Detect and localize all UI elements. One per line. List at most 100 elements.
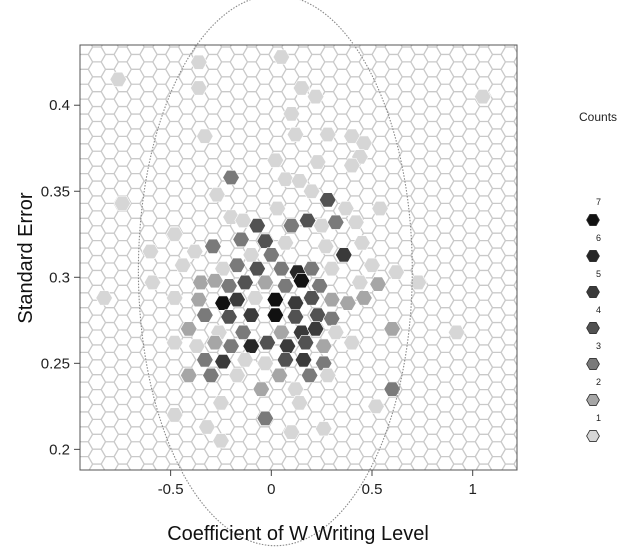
hex-grid-cell xyxy=(488,98,506,115)
hex-grid-cell xyxy=(346,434,364,450)
hex-grid-cell xyxy=(411,25,428,39)
hex-grid-cell xyxy=(436,98,454,115)
hex-cell xyxy=(208,187,226,203)
hex-grid-cell xyxy=(513,413,517,425)
hex-grid-cell xyxy=(371,344,390,360)
hex-grid-cell xyxy=(384,173,403,189)
hex-cell xyxy=(232,231,250,247)
hex-grid-cell xyxy=(527,137,544,151)
hex-grid-cell xyxy=(384,396,403,413)
hex-grid-cell xyxy=(488,247,506,264)
hex-grid-cell xyxy=(178,173,196,189)
hex-grid-cell xyxy=(242,136,261,152)
hex-grid-cell xyxy=(423,434,442,450)
hex-cell xyxy=(474,89,492,105)
hex-cell xyxy=(313,218,331,234)
hex-grid-cell xyxy=(513,160,517,172)
hex-grid-cell xyxy=(449,195,467,211)
legend-label: 1 xyxy=(596,413,601,423)
hex-grid-cell xyxy=(320,434,338,450)
hex-grid-cell xyxy=(152,292,171,308)
legend-swatch xyxy=(586,358,600,370)
hex-grid-cell xyxy=(320,404,338,420)
hex-grid-cell xyxy=(462,69,480,85)
hex-grid-cell xyxy=(217,61,235,77)
hex-grid-cell xyxy=(449,285,467,301)
hex-grid-cell xyxy=(371,121,390,137)
hex-grid-cell xyxy=(500,240,517,256)
hex-grid-cell xyxy=(527,107,544,121)
hex-grid-cell xyxy=(384,292,403,308)
hex-grid-cell xyxy=(126,352,145,368)
hex-grid-cell xyxy=(152,54,171,70)
hex-grid-cell xyxy=(255,456,274,470)
hex-grid-cell xyxy=(423,374,442,390)
hex-cell xyxy=(109,71,127,87)
hex-grid-cell xyxy=(88,91,106,107)
hex-grid-cell xyxy=(139,419,158,435)
hex-grid-cell xyxy=(113,210,132,226)
hex-grid-cell xyxy=(76,472,93,486)
hex-grid-cell xyxy=(88,329,106,346)
x-axis-title: Coefficient of W Writing Level xyxy=(167,523,429,545)
hex-cell xyxy=(327,214,345,230)
hex-grid-cell xyxy=(333,352,351,368)
hex-grid-cell xyxy=(359,441,377,457)
hex-cell xyxy=(302,183,321,199)
hex-grid-cell xyxy=(307,54,325,70)
hex-grid-cell xyxy=(475,46,493,63)
hex-grid-cell xyxy=(191,225,209,241)
hex-grid-cell xyxy=(152,337,171,353)
x-tick-label: -0.5 xyxy=(158,481,184,498)
hex-grid-cell xyxy=(513,235,517,247)
hex-grid-cell xyxy=(410,98,429,115)
hex-grid-cell xyxy=(397,91,416,107)
hex-grid-cell xyxy=(500,300,517,316)
hex-grid-cell xyxy=(500,344,517,360)
hex-grid-cell xyxy=(139,344,158,360)
hex-grid-cell xyxy=(334,472,351,486)
hex-grid-cell xyxy=(449,225,467,241)
hex-grid-cell xyxy=(398,463,415,470)
hex-grid-cell xyxy=(384,218,403,234)
hex-grid-cell xyxy=(178,396,196,413)
hex-grid-cell xyxy=(500,166,517,182)
hex-grid-cell xyxy=(113,329,132,346)
hex-grid-cell xyxy=(152,173,171,189)
hex-cell xyxy=(214,354,232,370)
hex-grid-cell xyxy=(139,46,158,63)
hex-grid-cell xyxy=(165,166,184,182)
hex-cell xyxy=(351,274,369,290)
hex-grid-cell xyxy=(255,128,274,144)
hex-grid-cell xyxy=(410,456,429,470)
hex-grid-cell xyxy=(114,463,131,470)
hex-grid-cell xyxy=(527,92,544,106)
hex-grid-cell xyxy=(152,262,171,279)
hex-grid-cell xyxy=(102,472,119,486)
hex-grid-cell xyxy=(475,344,493,360)
y-tick-label: 0.4 xyxy=(49,97,70,114)
hex-grid-cell xyxy=(488,441,506,457)
hex-grid-cell xyxy=(488,411,506,427)
hex-grid-cell xyxy=(63,47,80,61)
hex-grid-cell xyxy=(269,463,286,470)
hex-cell xyxy=(266,292,284,308)
hex-grid-cell xyxy=(527,47,544,61)
hex-grid-cell xyxy=(255,188,274,204)
hex-grid-cell xyxy=(204,143,222,159)
hex-grid-cell xyxy=(242,46,261,63)
hex-grid-cell xyxy=(475,300,493,316)
hex-grid-cell xyxy=(397,151,416,167)
hex-grid-cell xyxy=(231,472,248,486)
hex-grid-cell xyxy=(113,389,132,405)
hex-cell xyxy=(262,247,280,263)
hex-cell xyxy=(166,290,184,306)
hex-grid-cell xyxy=(513,369,517,381)
hex-grid-cell xyxy=(475,121,493,137)
hex-grid-cell xyxy=(475,389,493,405)
hex-grid-cell xyxy=(217,76,235,92)
hex-grid-cell xyxy=(436,396,454,413)
hex-grid-cell xyxy=(126,382,145,398)
hex-cell xyxy=(298,213,317,228)
hex-grid-cell xyxy=(423,91,442,107)
